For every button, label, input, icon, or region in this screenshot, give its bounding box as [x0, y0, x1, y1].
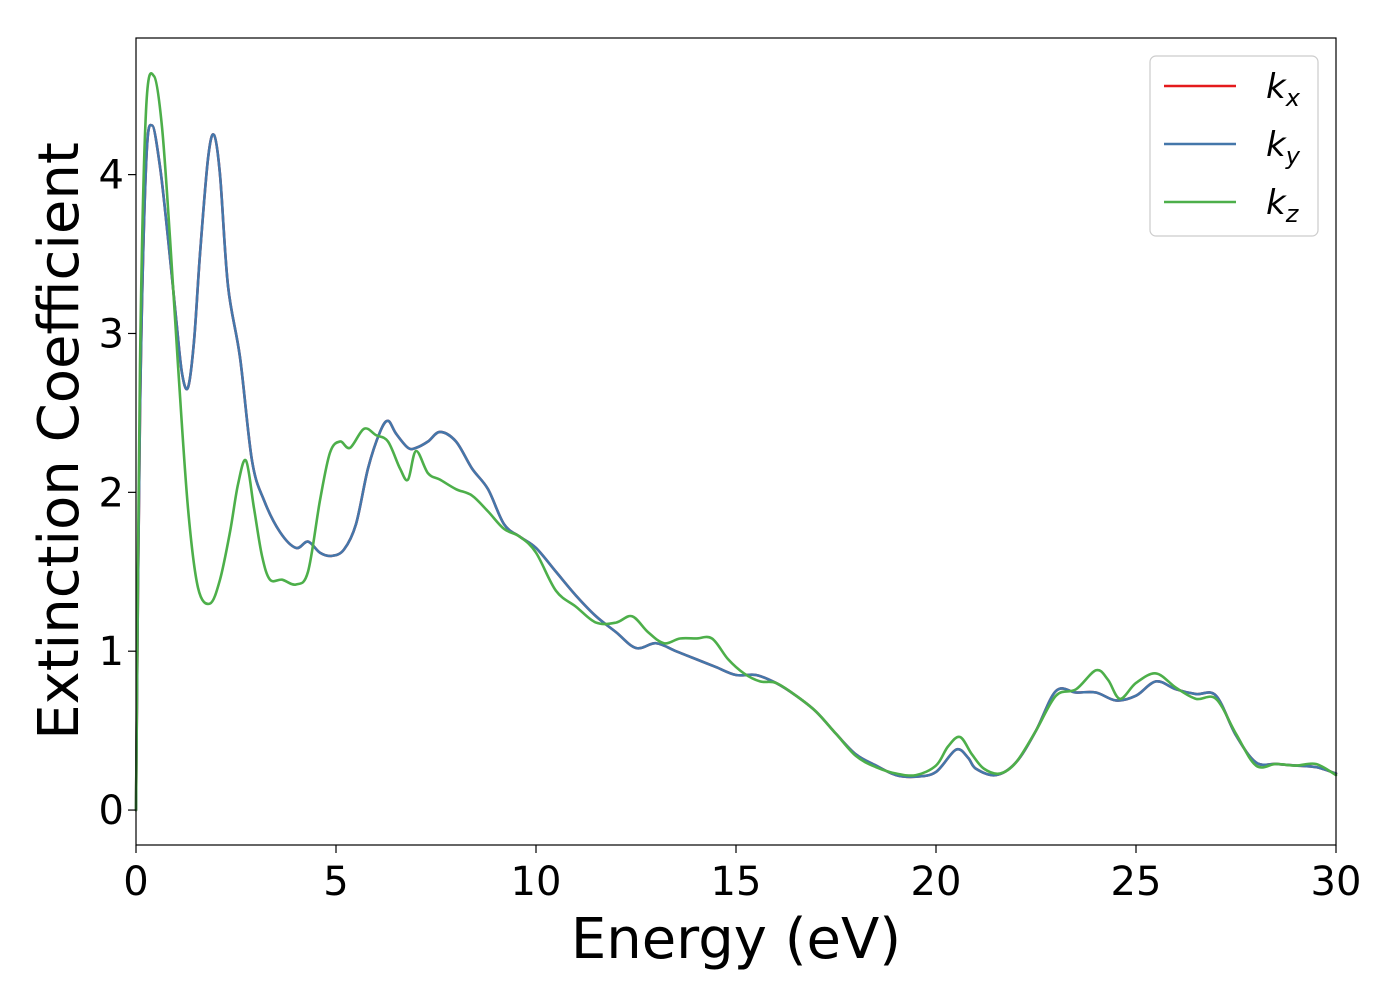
series-layer: [134, 72, 1338, 812]
x-tick-label: 15: [711, 859, 762, 905]
legend-label-main: k: [1266, 183, 1287, 223]
y-tick-label: 2: [99, 470, 124, 516]
x-tick-label: 20: [911, 859, 962, 905]
x-tick-label: 5: [323, 859, 348, 905]
series-line-y: [134, 123, 1338, 812]
x-tick-label: 25: [1111, 859, 1162, 905]
legend-label-main: k: [1266, 125, 1287, 165]
y-tick-label: 0: [99, 788, 124, 834]
x-tick-label: 0: [123, 859, 148, 905]
legend-label-main: k: [1266, 67, 1287, 107]
x-axis: 0 5 10 15 20 25 30: [123, 845, 1361, 905]
y-axis: 0 1 2 3 4: [99, 153, 136, 834]
legend-label-subscript: z: [1285, 200, 1300, 228]
legend-label-subscript: y: [1285, 142, 1301, 170]
legend-label-z: kz: [1266, 183, 1300, 228]
legend-label-x: kx: [1266, 67, 1301, 112]
x-axis-label: Energy (eV): [571, 907, 901, 972]
legend-label-y: ky: [1266, 125, 1301, 170]
y-axis-label: Extinction Coefficient: [27, 142, 92, 740]
y-tick-label: 3: [99, 311, 124, 357]
y-tick-label: 4: [99, 153, 124, 199]
y-tick-label: 1: [99, 629, 124, 675]
legend-label-subscript: x: [1285, 84, 1301, 112]
x-tick-label: 30: [1311, 859, 1362, 905]
legend-box: [1149, 55, 1319, 237]
x-tick-label: 10: [511, 859, 562, 905]
series-line-z: [134, 72, 1338, 812]
